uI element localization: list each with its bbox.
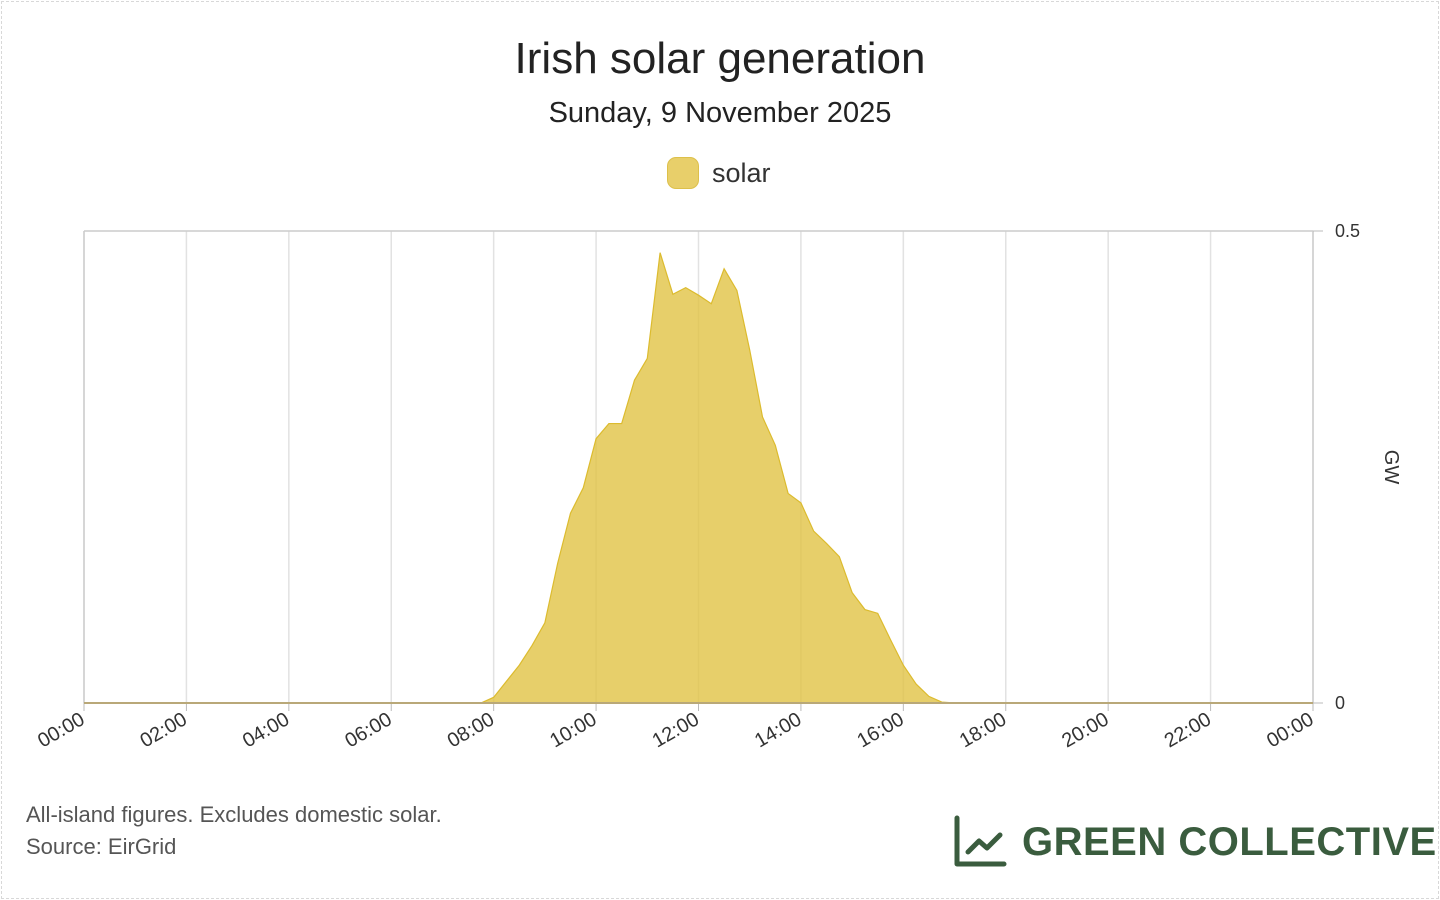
x-tick-label: 18:00 xyxy=(956,708,1010,752)
brand-name: GREEN COLLECTIVE xyxy=(1022,819,1437,864)
x-tick-label: 00:00 xyxy=(34,708,88,752)
legend-label: solar xyxy=(712,157,771,188)
source-note: Source: EirGrid xyxy=(26,834,177,859)
x-tick-label: 04:00 xyxy=(239,708,293,752)
x-tick-label: 20:00 xyxy=(1058,708,1112,752)
x-tick-label: 08:00 xyxy=(444,708,498,752)
brand-logo: GREEN COLLECTIVE xyxy=(952,814,1437,870)
chart-plot: 00:00 02:00 04:00 06:00 08:00 10:00 12:00 14:00… xyxy=(34,221,1402,752)
x-tick-label: 22:00 xyxy=(1161,708,1215,752)
footnote: All-island figures. Excludes domestic so… xyxy=(26,802,442,827)
area-series-solar xyxy=(84,252,1313,704)
x-tick-label: 00:00 xyxy=(1263,708,1317,752)
y-axis-label: GW xyxy=(1380,450,1402,485)
chart-line-icon xyxy=(954,815,1007,867)
x-tick-label: 10:00 xyxy=(546,708,600,752)
legend-item-solar[interactable]: solar xyxy=(667,157,771,189)
legend-swatch xyxy=(667,157,699,189)
chart-title: Irish solar generation xyxy=(514,34,926,83)
y-tick-label: 0.5 xyxy=(1335,221,1360,241)
x-tick-label: 06:00 xyxy=(341,708,395,752)
x-tick-label: 12:00 xyxy=(649,708,703,752)
x-tick-label: 14:00 xyxy=(751,708,805,752)
x-tick-label: 02:00 xyxy=(137,708,191,752)
y-tick-label: 0 xyxy=(1335,693,1345,713)
x-tick-label: 16:00 xyxy=(853,708,907,752)
chart-subtitle: Sunday, 9 November 2025 xyxy=(548,97,892,129)
